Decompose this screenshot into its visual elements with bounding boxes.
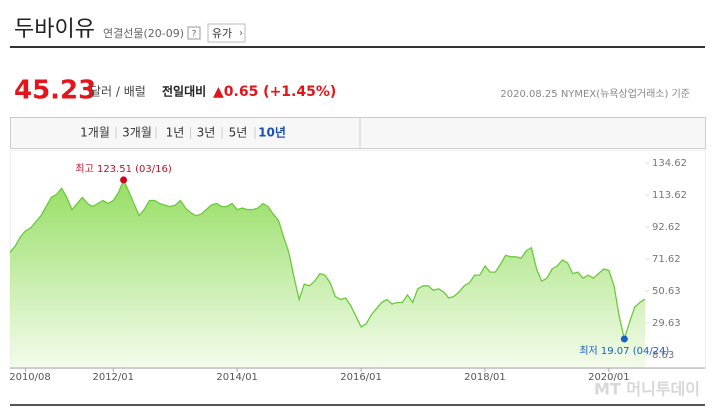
min-label: 최저 19.07 (04/24) (579, 345, 669, 357)
x-tick-label: 2012/01 (92, 372, 134, 383)
oil-button-text: 유가 (212, 27, 232, 40)
price: 45.23 (14, 76, 96, 106)
change: ▲0.65 (+1.45%) (213, 84, 336, 100)
y-tick-label: 134.62 (652, 158, 687, 169)
x-tick-label: 2014/01 (216, 372, 258, 383)
y-tick-label: 71.62 (652, 254, 681, 265)
max-label: 최고 123.51 (03/16) (75, 163, 171, 175)
watermark: MT 머니투데이 (594, 380, 700, 399)
date-note: 2020.08.25 NYMEX(뉴욕상업거래소) 기준 (500, 87, 690, 100)
x-tick-label: 2020/01 (588, 372, 630, 383)
change-label: 전일대비 (162, 84, 206, 99)
tab[interactable]: 5년 (229, 126, 248, 140)
y-tick-label: 113.62 (652, 190, 687, 201)
button-arrow: › (239, 28, 243, 39)
subtitle: 연결선물(20-09) (103, 27, 184, 40)
y-tick-label: 8.63 (652, 350, 674, 361)
title: 두바이유 (14, 17, 95, 42)
tab[interactable]: 10년 (258, 126, 286, 140)
y-tick-label: 29.63 (652, 318, 681, 329)
price-line (9, 178, 646, 342)
y-tick-label: 92.62 (652, 222, 681, 233)
tab[interactable]: 3년 (197, 126, 216, 140)
tab[interactable]: 1개월 (80, 126, 110, 140)
help-text: ? (192, 30, 197, 40)
unit: 달러 / 배럴 (90, 85, 146, 99)
max-dot (120, 176, 128, 184)
x-tick-label: 2010/08 (9, 372, 51, 383)
x-tick-label: 2016/01 (340, 372, 382, 383)
help-icon[interactable] (187, 26, 201, 40)
y-tick-label: 50.63 (652, 286, 681, 297)
x-tick-label: 2018/01 (464, 372, 506, 383)
tab[interactable]: 3개월 (122, 126, 152, 140)
min-dot (620, 335, 628, 343)
area-fill (10, 179, 645, 368)
tab-bar (10, 117, 706, 149)
tab[interactable]: 1년 (166, 126, 185, 140)
oil-button[interactable] (207, 23, 246, 43)
